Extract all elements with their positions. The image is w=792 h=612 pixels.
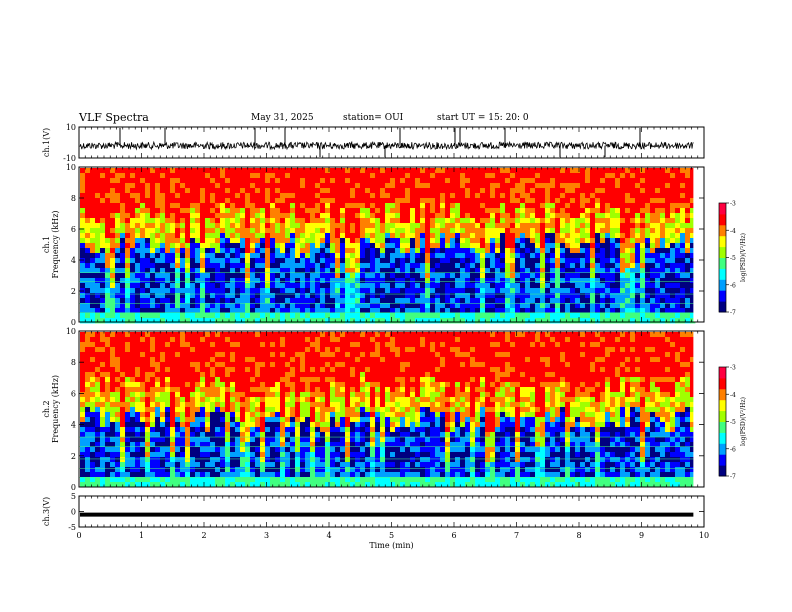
ch2-spectrogram-ytick-label: 0	[71, 483, 76, 492]
ch2-spectrogram-ytick-label: 6	[71, 389, 76, 398]
header-start-time: start UT = 15: 20: 0	[437, 113, 529, 123]
ch2-spectrogram-image	[80, 332, 696, 488]
x-tick-label: 7	[514, 531, 519, 540]
ch2-spectrogram-ylabel: Frequency (kHz)	[51, 375, 60, 443]
ch1-spectrogram-colorbar-swatch	[719, 290, 726, 302]
ch1-spectrogram-colorbar-swatch	[719, 279, 726, 291]
x-tick-label: 1	[139, 531, 144, 540]
ch2-spectrogram-colorbar-swatch	[719, 454, 726, 466]
ch1-spectrogram-ytick-label: 6	[71, 225, 76, 234]
ch2-spectrogram-colorbar-tick: -7	[730, 474, 736, 481]
ch2-spectrogram-colorbar-swatch	[719, 410, 726, 422]
ch1-spectrogram-colorbar-swatch	[719, 246, 726, 258]
ch3-ytick-label: -5	[68, 523, 76, 532]
ch1-spectrogram-ytick-label: 2	[71, 287, 76, 296]
ch3-ytick-label: 5	[71, 492, 76, 501]
x-tick-label: 4	[326, 531, 331, 540]
ch2-spectrogram-colorbar-tick: -4	[730, 392, 736, 399]
ch1-spectrogram-colorbar-swatch	[719, 235, 726, 248]
ch2-spectrogram-ylabel: ch.2	[42, 400, 51, 417]
header-date: May 31, 2025	[251, 113, 314, 123]
x-tick-label: 5	[389, 531, 394, 540]
ch1-spectrogram-colorbar-tick: -7	[730, 310, 736, 317]
x-tick-label: 10	[699, 531, 709, 540]
x-tick-label: 6	[451, 531, 456, 540]
ch1-spectrogram-colorbar-swatch	[719, 224, 726, 237]
ch1-spectrogram-ytick-label: 10	[66, 163, 76, 172]
ch2-spectrogram-ytick-label: 4	[71, 421, 76, 430]
ch1-spectrogram-colorbar-swatch	[719, 301, 726, 313]
ch1-spectrogram-colorbar-label: log(PSD)(V²/Hz)	[740, 233, 747, 282]
ch1-ytick-label: -10	[63, 154, 76, 163]
ch2-spectrogram-colorbar-swatch	[719, 432, 726, 444]
ch2-spectrogram-colorbar-tick: -5	[730, 419, 736, 426]
ch2-spectrogram-colorbar-tick: -3	[730, 365, 736, 372]
ch2-spectrogram-colorbar-swatch	[719, 367, 726, 379]
x-tick-label: 8	[576, 531, 581, 540]
ch1-spectrogram-ylabel: ch.1	[42, 236, 51, 253]
ch2-spectrogram-ytick-label: 10	[66, 327, 76, 336]
ch2-spectrogram-colorbar-swatch	[719, 465, 726, 477]
ch1-spectrogram-image	[80, 168, 696, 324]
header-station: station= OUI	[343, 113, 404, 123]
ch1-trace	[79, 140, 694, 151]
ch1-spectrogram-colorbar-swatch	[719, 203, 726, 215]
ch3-ylabel: ch.3(V)	[42, 497, 51, 526]
ch1-spectrogram-colorbar-swatch	[719, 257, 726, 269]
ch2-spectrogram-colorbar-swatch	[719, 377, 726, 390]
ch3-ytick-label: 0	[71, 508, 76, 517]
ch1-spectrogram-ytick-label: 0	[71, 318, 76, 327]
ch2-spectrogram-colorbar-swatch	[719, 421, 726, 433]
x-tick-label: 0	[76, 531, 81, 540]
ch1-spectrogram-ytick-label: 4	[71, 256, 76, 265]
ch2-spectrogram-colorbar-swatch	[719, 443, 726, 455]
x-tick-label: 3	[264, 531, 269, 540]
ch1-spectrogram-colorbar-tick: -6	[730, 282, 736, 289]
ch1-spectrogram-ytick-label: 8	[71, 194, 76, 203]
ch1-spectrogram-colorbar-tick: -4	[730, 228, 736, 235]
x-tick-label: 2	[201, 531, 206, 540]
x-axis-label: Time (min)	[369, 541, 413, 550]
ch2-spectrogram-colorbar-swatch	[719, 399, 726, 412]
chart-title: VLF Spectra	[79, 111, 149, 124]
ch2-spectrogram-ytick-label: 2	[71, 452, 76, 461]
ch1-spectrogram-ylabel: Frequency (kHz)	[51, 210, 60, 278]
ch1-spectrogram-colorbar-swatch	[719, 213, 726, 226]
ch2-spectrogram-colorbar-label: log(PSD)(V²/Hz)	[740, 397, 747, 446]
ch1-ytick-label: 10	[66, 123, 76, 132]
ch1-spectrogram-colorbar-tick: -3	[730, 201, 736, 208]
ch1-spectrogram-colorbar-tick: -5	[730, 255, 736, 262]
ch1-ylabel: ch.1(V)	[42, 128, 51, 157]
ch2-spectrogram-ytick-label: 8	[71, 358, 76, 367]
ch2-spectrogram-colorbar-swatch	[719, 388, 726, 401]
ch2-spectrogram-colorbar-tick: -6	[730, 446, 736, 453]
x-tick-label: 9	[639, 531, 644, 540]
ch1-spectrogram-colorbar-swatch	[719, 268, 726, 280]
